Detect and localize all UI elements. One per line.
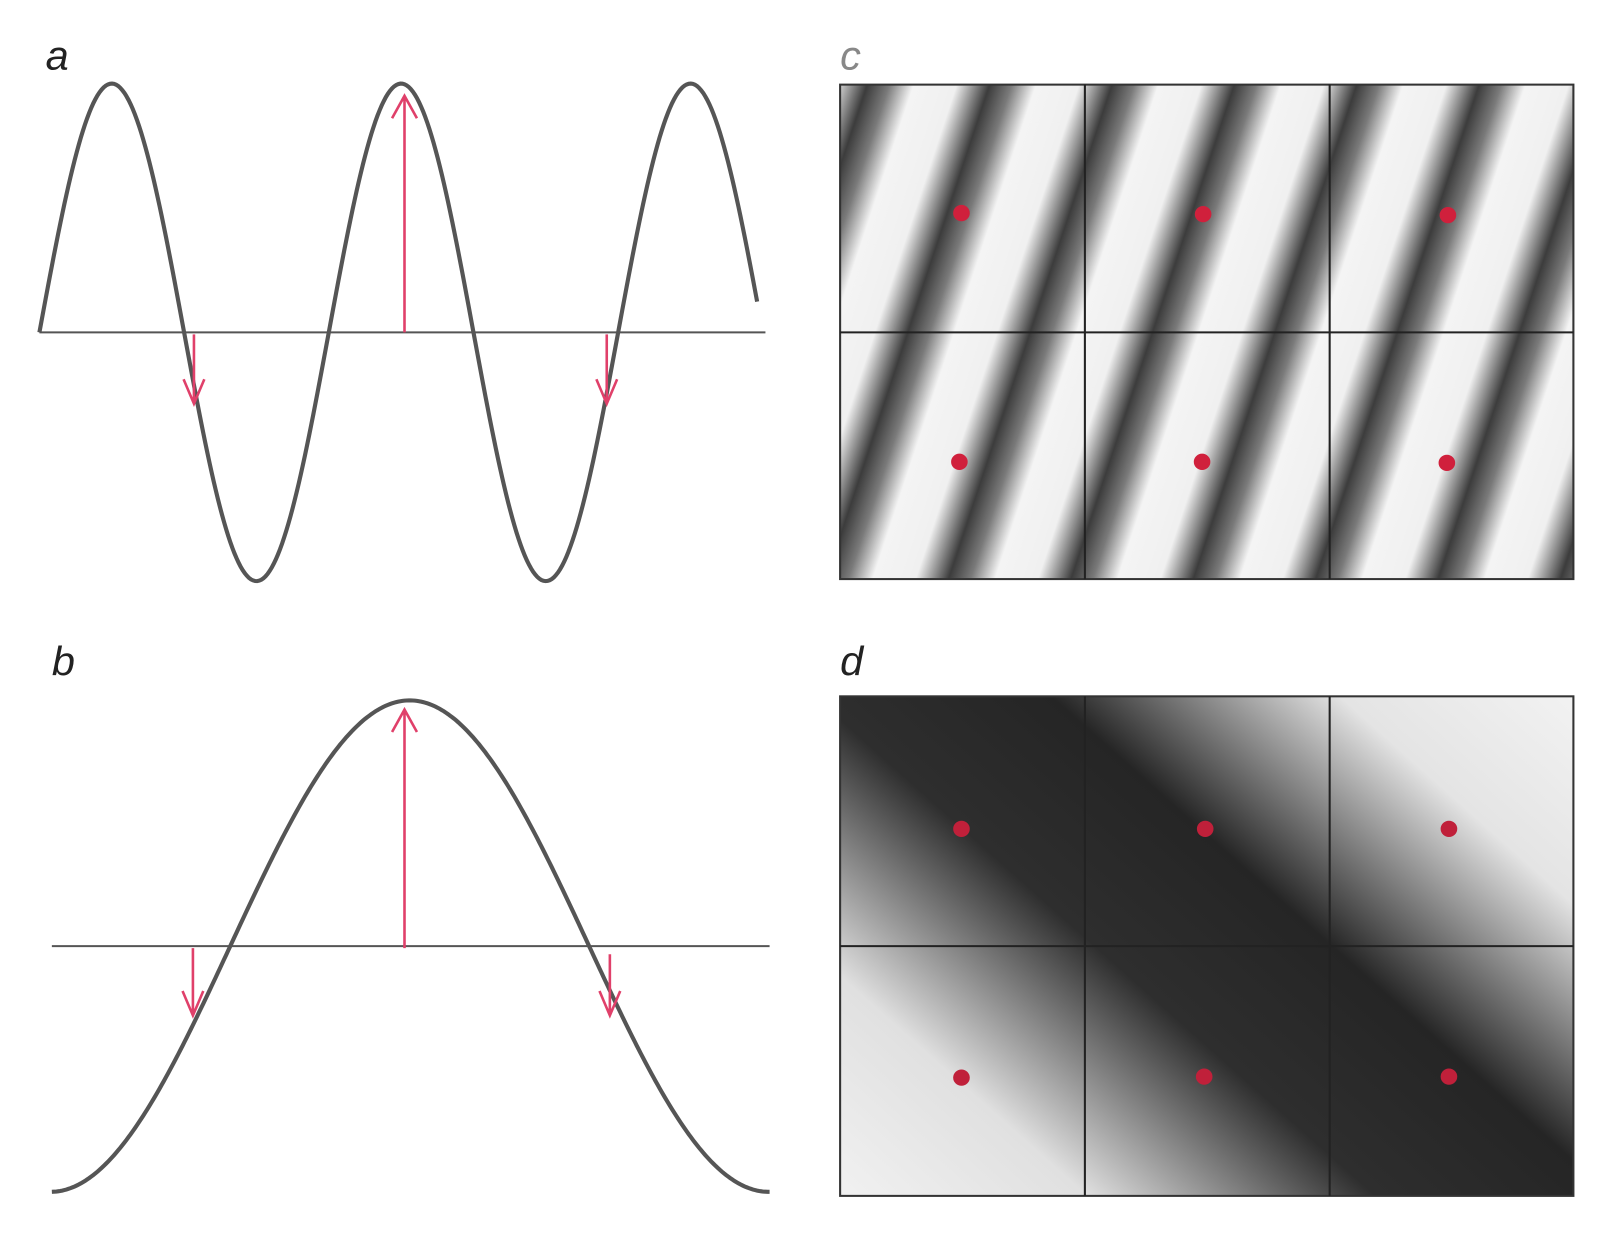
panel-label: a (46, 33, 69, 79)
sample-dots (951, 204, 1457, 472)
wave (51, 698, 770, 1194)
arrows (182, 93, 619, 408)
panel-label: c (840, 33, 861, 79)
grid (840, 696, 1574, 1196)
sample-dots (953, 820, 1458, 1086)
panel-label: d (840, 638, 864, 684)
panel-label: b (52, 638, 75, 684)
wave (37, 81, 760, 584)
arrows (181, 706, 622, 1019)
grid (840, 84, 1574, 580)
